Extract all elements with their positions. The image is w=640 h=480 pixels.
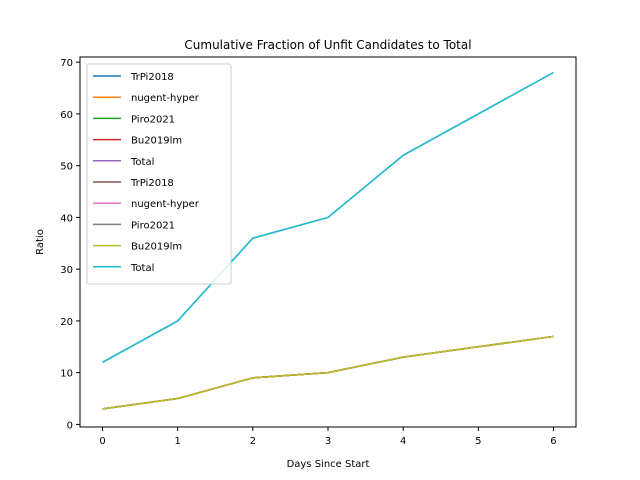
y-tick-label-3: 30 [60,265,73,276]
x-axis-label: Days Since Start [287,459,370,470]
series-line-9 [102,71,554,363]
y-tick-label-1: 10 [60,369,73,380]
x-tick-label-4: 4 [400,436,406,447]
legend-label-4: Total [130,157,154,168]
series-line-8 [102,335,554,410]
x-tick-label-6: 6 [550,436,556,447]
x-tick-label-1: 1 [175,436,181,447]
legend-label-9: Total [130,263,154,274]
y-tick-label-5: 50 [60,162,73,173]
x-tick-label-0: 0 [99,436,105,447]
y-tick-label-4: 40 [60,213,73,224]
y-axis-label: Ratio [35,229,46,255]
y-axis-ticks: 0 10 20 30 40 50 60 70 [60,58,80,431]
y-tick-label-6: 60 [60,110,73,121]
y-tick-label-7: 70 [60,58,73,69]
y-tick-label-0: 0 [67,420,73,431]
legend-label-1: nugent-hyper [131,93,200,104]
x-tick-label-5: 5 [475,436,481,447]
series-lines [102,71,554,410]
chart-title: Cumulative Fraction of Unfit Candidates … [184,38,471,52]
legend: TrPi2018 nugent-hyper Piro2021 Bu2019lm Tota… [86,63,232,285]
legend-label-7: Piro2021 [131,220,175,231]
legend-label-0: TrPi2018 [130,72,174,83]
x-axis-ticks: 0 1 2 3 4 5 6 [99,427,557,447]
legend-label-6: nugent-hyper [131,199,200,210]
legend-label-2: Piro2021 [131,114,175,125]
legend-label-3: Bu2019lm [131,136,182,147]
legend-label-8: Bu2019lm [131,242,182,253]
y-tick-label-2: 20 [60,317,73,328]
x-tick-label-3: 3 [325,436,331,447]
legend-box [86,63,232,285]
legend-label-5: TrPi2018 [130,178,174,189]
x-tick-label-2: 2 [250,436,256,447]
